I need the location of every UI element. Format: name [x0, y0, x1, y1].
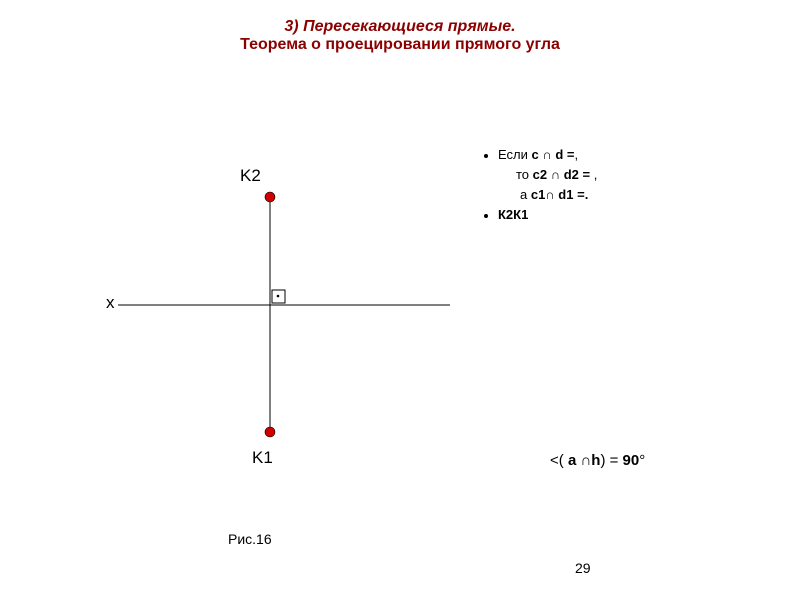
right-angle-dot: [277, 295, 280, 298]
formula-mid: ) =: [600, 452, 622, 469]
point-k2: [265, 192, 275, 202]
note-line-4: К2К1: [498, 205, 597, 225]
note-line-3: а с1∩ d1 =.: [498, 185, 597, 205]
label-x: x: [106, 293, 115, 313]
label-k2: K2: [240, 166, 261, 186]
note2-pre: то: [516, 167, 533, 182]
note3-pre: а: [520, 187, 531, 202]
note1-post: ,: [574, 147, 578, 162]
label-k1: K1: [252, 448, 273, 468]
formula-pre: <(: [550, 452, 568, 469]
note1-bold: с ∩ d =: [531, 147, 574, 162]
page-number: 29: [575, 560, 591, 576]
note2-post: ,: [590, 167, 597, 182]
angle-formula: <( a ∩h) = 90°: [550, 452, 645, 469]
point-k1: [265, 427, 275, 437]
note4: К2К1: [498, 207, 528, 222]
note2-bold: с2 ∩ d2 =: [533, 167, 590, 182]
note1-pre: Если: [498, 147, 531, 162]
diagram-svg: [0, 0, 800, 600]
formula-bold2: 90: [623, 452, 640, 469]
formula-post: °: [639, 452, 645, 469]
note3-bold1: с1∩ d1 =: [531, 187, 585, 202]
note-line-1: Если с ∩ d =,: [498, 145, 597, 165]
bullet-icon: [484, 154, 488, 158]
note3-bold2: .: [585, 187, 589, 202]
formula-bold1: a ∩h: [568, 452, 601, 469]
bullet-icon: [484, 214, 488, 218]
figure-caption: Рис.16: [228, 531, 272, 547]
notes-block: Если с ∩ d =, то с2 ∩ d2 = , а с1∩ d1 =.…: [498, 145, 597, 226]
note-line-2: то с2 ∩ d2 = ,: [498, 165, 597, 185]
